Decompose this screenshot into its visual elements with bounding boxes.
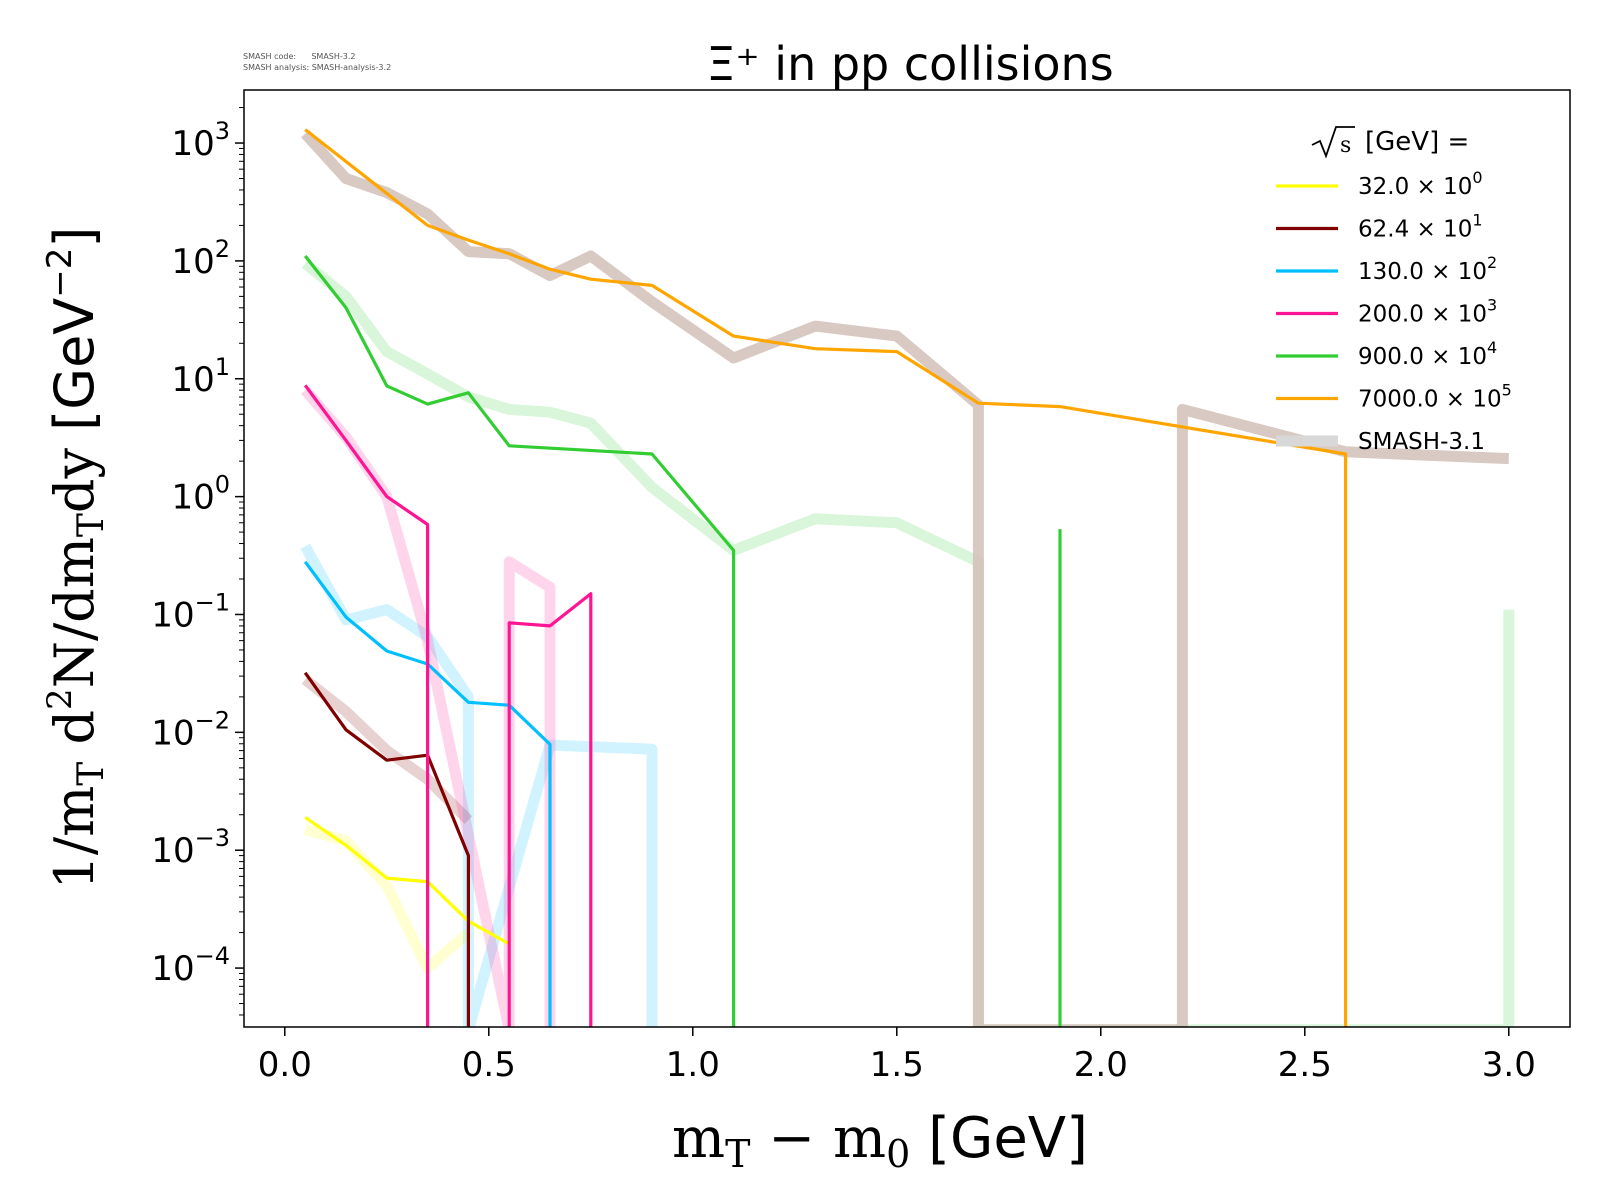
series-line-1 (303, 671, 470, 1027)
legend-label-5: 7000.0 × 105 (1358, 381, 1512, 413)
legend-label-0: 32.0 × 100 (1358, 168, 1483, 200)
series-line-2 (303, 560, 552, 1027)
y-axis-label-text: 1/mT d2N/dmTdy [GeV−2] (40, 227, 112, 890)
y-tick-label: 100 (171, 471, 230, 518)
x-axis-label-text: mT − m0 [GeV] (672, 1106, 1088, 1176)
x-tick-label: 3.0 (1482, 1045, 1536, 1085)
y-tick-label: 10−2 (151, 706, 230, 753)
legend-label-4: 900.0 × 104 (1358, 338, 1497, 370)
watermark-line-2: SMASH analysis: SMASH-analysis-3.2 (243, 63, 392, 72)
legend-label-reference: SMASH-3.1 (1358, 429, 1485, 455)
y-axis-label: 1/mT d2N/dmTdy [GeV−2] (40, 227, 112, 890)
legend-label-2: 130.0 × 102 (1358, 253, 1497, 285)
y-tick-label: 101 (171, 353, 230, 400)
chart-title: Ξ⁺ in pp collisions (706, 37, 1113, 91)
y-tick-label: 10−3 (151, 824, 230, 871)
legend-label-3: 200.0 × 103 (1358, 296, 1497, 328)
legend-items: 32.0 × 100 62.4 × 101 130.0 × 102 200.0 × 1… (1276, 168, 1512, 455)
series-line-0 (304, 816, 510, 946)
sqrt-icon (1311, 126, 1355, 159)
y-tick-label: 10−4 (151, 942, 230, 989)
y-tick-label: 103 (171, 117, 230, 164)
legend-title-s: s (1340, 133, 1351, 158)
x-tick-label: 0.5 (462, 1045, 516, 1085)
legend-label-1: 62.4 × 101 (1358, 211, 1483, 243)
reference-line-2 (300, 543, 658, 1027)
x-tick-label: 1.0 (666, 1045, 720, 1085)
x-tick-label: 0.0 (258, 1045, 312, 1085)
series-line-4 (303, 255, 1062, 1027)
y-axis-ticks: 103 102 101 100 10−1 10−2 10−3 10−4 (151, 107, 244, 1016)
legend-title: s [GeV] = (1311, 126, 1469, 159)
legend-title-text: [GeV] = (1365, 127, 1469, 157)
y-tick-label: 10−1 (151, 588, 230, 635)
series-line-3 (303, 384, 593, 1027)
series-layer (303, 128, 1348, 1027)
x-axis-ticks: 0.0 0.5 1.0 1.5 2.0 2.5 3.0 (258, 1027, 1536, 1085)
watermark-line-1: SMASH code: SMASH-3.2 (243, 52, 356, 61)
x-tick-label: 1.5 (870, 1045, 924, 1085)
reference-line-5 (301, 129, 1510, 1027)
legend: s [GeV] = 32.0 × 100 62.4 × 101 130.0 × 10… (1276, 126, 1512, 455)
x-axis-label: mT − m0 [GeV] (672, 1106, 1088, 1176)
y-tick-label: 102 (171, 235, 230, 282)
reference-series-layer (300, 129, 1515, 1027)
series-line-5 (304, 128, 1348, 1027)
x-tick-label: 2.5 (1278, 1045, 1332, 1085)
x-tick-label: 2.0 (1074, 1045, 1128, 1085)
reference-line-3 (301, 386, 556, 1027)
